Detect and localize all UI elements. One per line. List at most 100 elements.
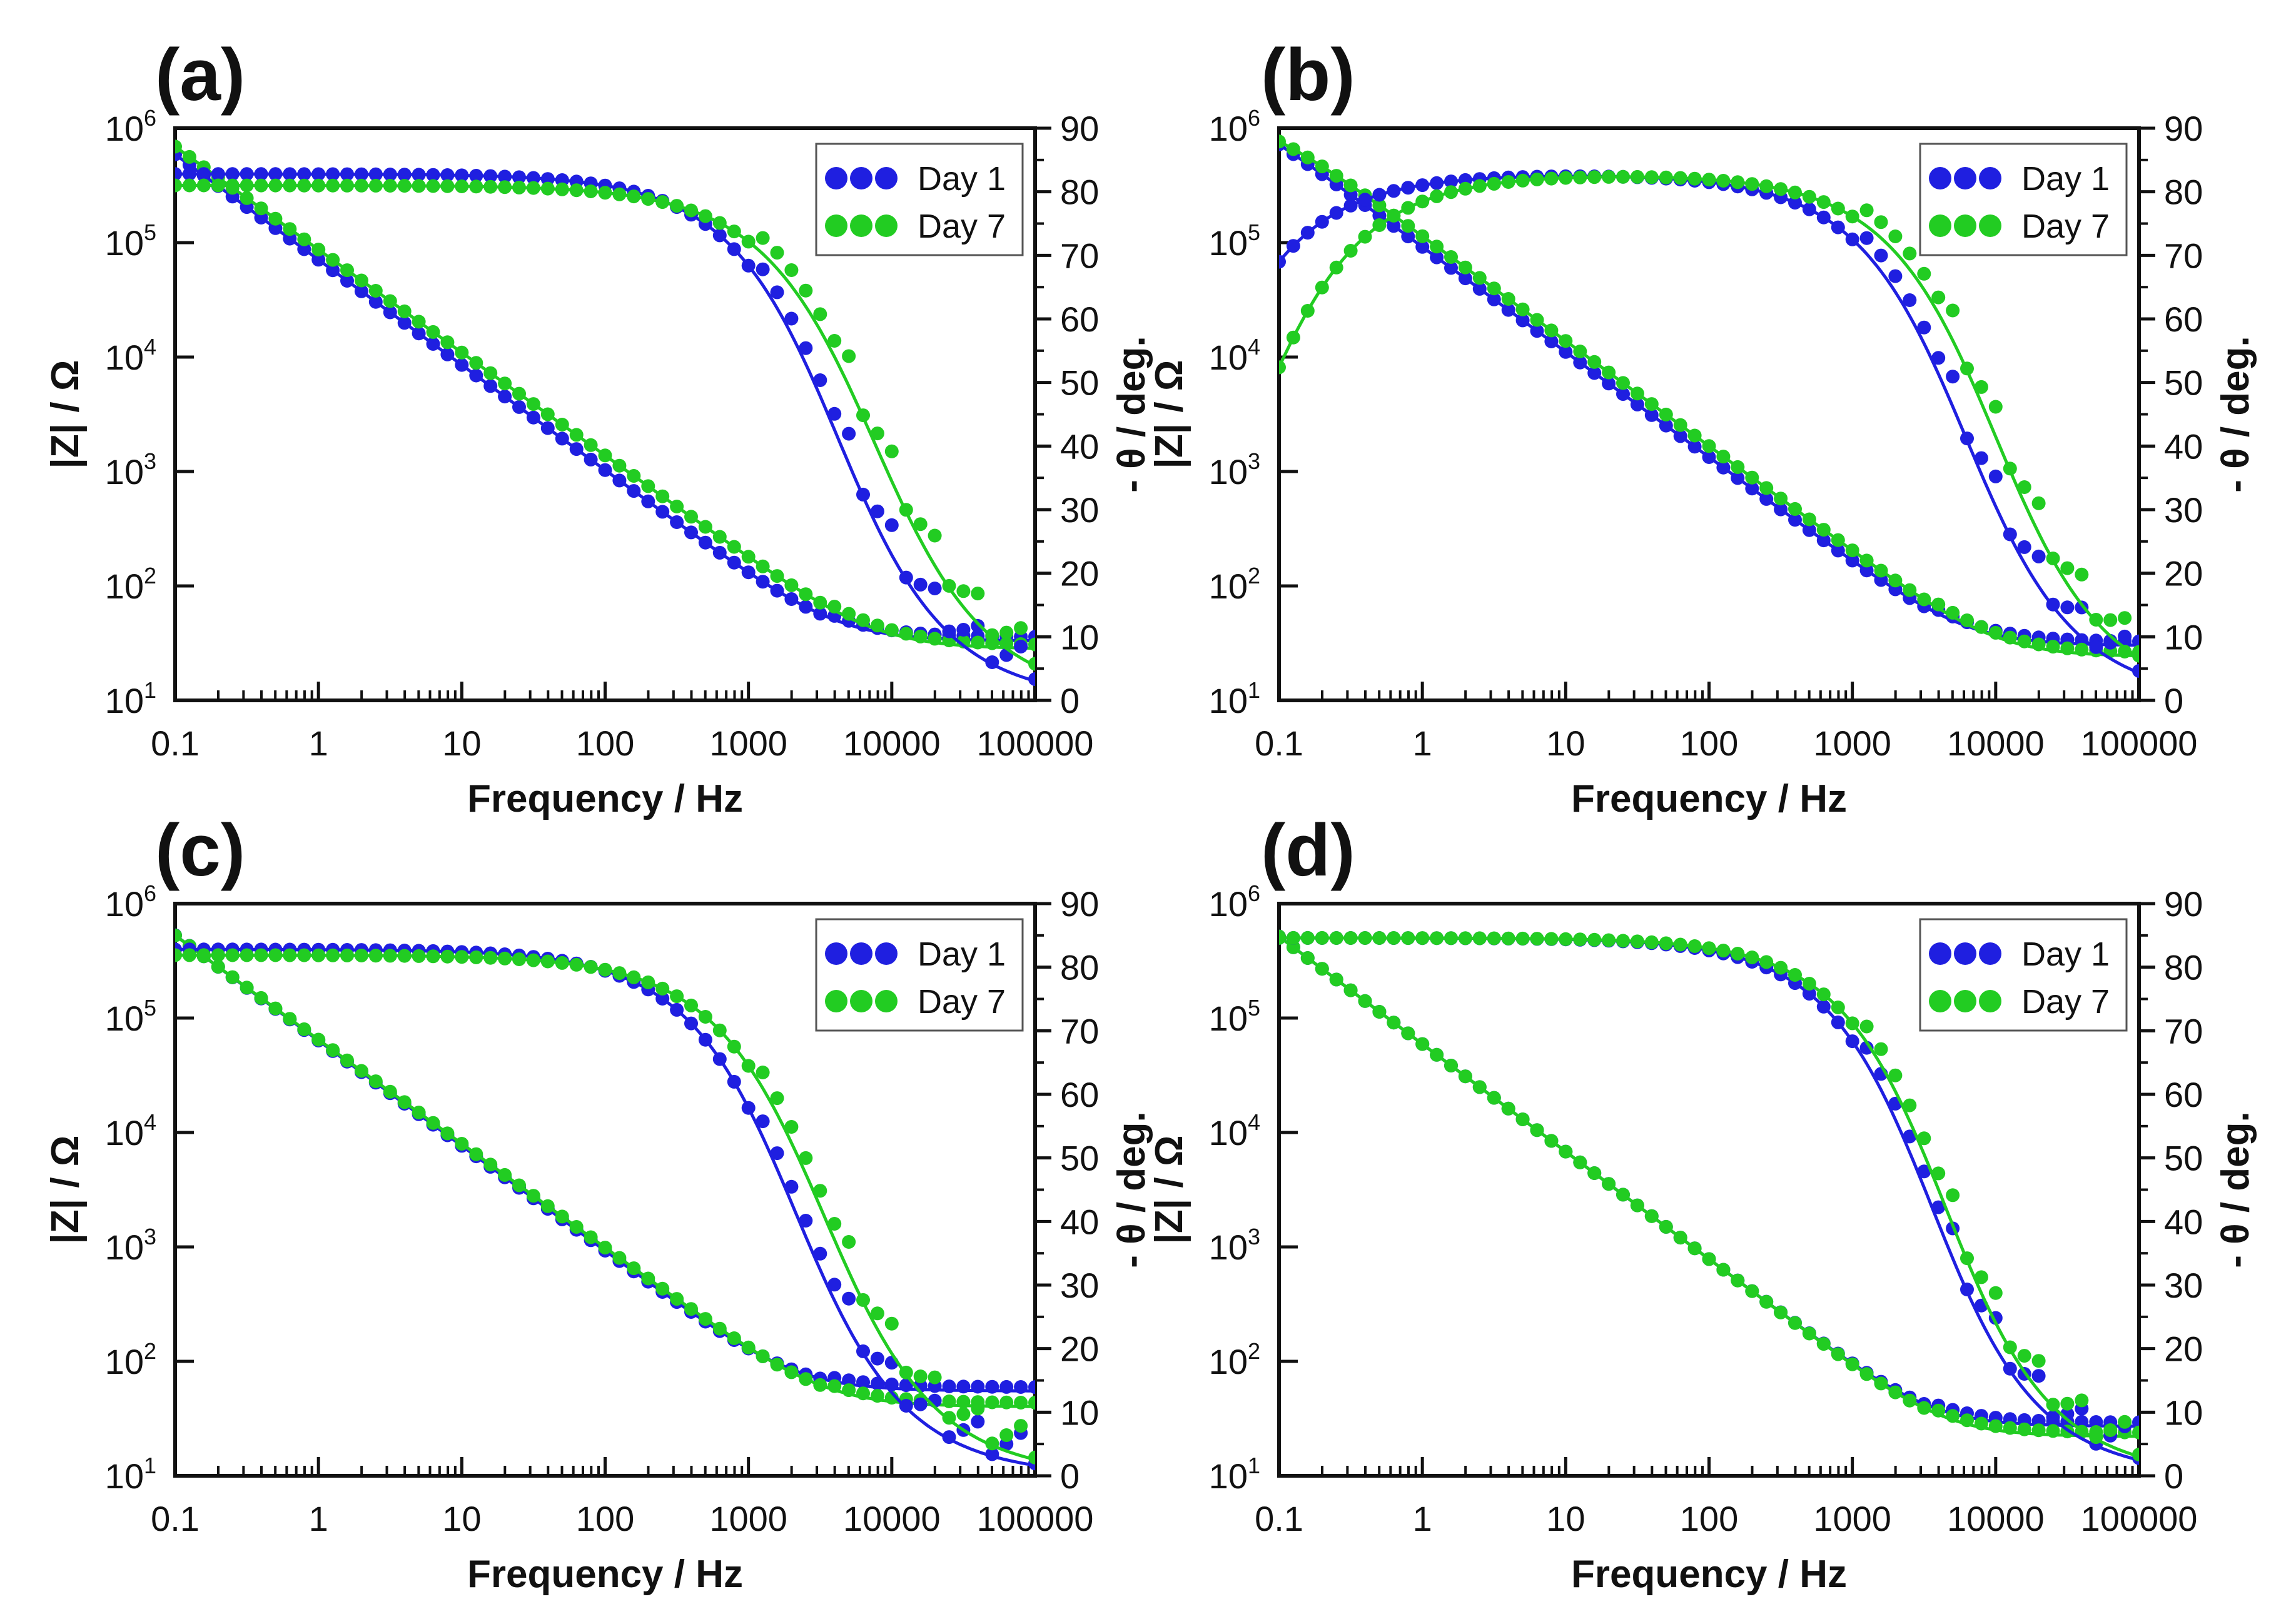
legend-box [815, 143, 1024, 256]
data-point [1659, 1219, 1673, 1234]
data-point [1401, 1026, 1415, 1041]
data-point [971, 1379, 985, 1394]
data-point [1630, 934, 1644, 949]
y-tick-label: 106 [1209, 880, 1260, 924]
data-point [899, 570, 913, 585]
data-point [913, 577, 928, 592]
y2-tick-label: 70 [2164, 236, 2203, 275]
x-tick-label: 10000 [1947, 1499, 2045, 1538]
y-tick-base: 10 [105, 567, 144, 606]
data-point [297, 232, 311, 246]
data-point [368, 167, 383, 181]
data-point [1387, 208, 1401, 223]
data-point [311, 178, 326, 193]
data-point [1315, 214, 1329, 229]
data-point [2132, 648, 2139, 663]
data-point [1458, 271, 1472, 286]
data-point [555, 182, 569, 196]
data-point [999, 1428, 1014, 1442]
data-point [670, 500, 684, 513]
y2-axis-title: - θ / deg. [2214, 336, 2257, 493]
x-tick-label: 1 [1413, 724, 1432, 763]
data-point [741, 1340, 756, 1354]
y2-tick-label: 30 [2164, 490, 2203, 530]
legend-marker [1954, 214, 1976, 237]
data-point [1530, 324, 1544, 338]
y-tick-base: 10 [105, 1456, 144, 1496]
data-point [1702, 1252, 1716, 1266]
data-point [1401, 219, 1415, 233]
data-point [397, 168, 412, 182]
y-tick-base: 10 [105, 681, 144, 720]
y-tick-label: 102 [1209, 1338, 1260, 1381]
data-point [1716, 174, 1731, 188]
data-point [741, 1059, 756, 1073]
data-point [2060, 1396, 2075, 1411]
data-point [1630, 169, 1644, 184]
y-tick-label: 104 [105, 1109, 156, 1152]
data-point [268, 167, 283, 181]
data-point [526, 410, 540, 425]
data-point [870, 426, 884, 441]
y2-tick-label: 50 [2164, 363, 2203, 403]
y-tick-exponent: 1 [144, 1453, 156, 1478]
data-point [856, 1344, 870, 1358]
y-tick-label: 101 [105, 677, 156, 720]
data-point [1917, 1401, 1931, 1415]
data-point [1444, 1059, 1458, 1072]
data-point [1300, 931, 1315, 945]
data-point [2046, 1410, 2060, 1425]
data-point [1816, 533, 1831, 548]
data-point [1687, 1241, 1702, 1256]
data-point [928, 528, 942, 543]
data-point [225, 178, 240, 193]
data-point [1702, 173, 1716, 187]
data-point [1759, 492, 1774, 506]
data-point [368, 295, 383, 309]
data-point [1659, 170, 1673, 184]
data-point [182, 948, 196, 962]
data-point [1888, 1385, 1903, 1400]
data-point [1501, 303, 1515, 317]
data-point [469, 169, 483, 183]
data-point [856, 1375, 870, 1389]
legend-box [815, 918, 1024, 1032]
data-point [469, 950, 483, 964]
legend-marker [1954, 167, 1976, 189]
data-point [612, 473, 627, 488]
data-point [913, 1369, 928, 1383]
x-tick-label: 100000 [2081, 1499, 2198, 1538]
data-point [569, 428, 584, 442]
legend: Day 1 Day 7 [815, 143, 1024, 256]
y2-tick-label: 50 [1060, 363, 1099, 403]
data-point [1487, 281, 1501, 296]
data-point [1401, 181, 1415, 195]
data-point [1874, 215, 1888, 229]
data-point [1816, 195, 1831, 209]
data-point [1802, 987, 1816, 1001]
data-point [1573, 355, 1587, 370]
data-point [1372, 208, 1387, 223]
data-point [1745, 951, 1759, 964]
data-point [498, 180, 512, 194]
data-point [1372, 218, 1387, 232]
x-tick-label: 10 [1546, 1499, 1585, 1538]
legend: Day 1 Day 7 [815, 918, 1024, 1032]
data-point [1587, 1166, 1602, 1180]
data-point [827, 1217, 842, 1231]
data-point [469, 368, 483, 383]
data-point [426, 949, 440, 964]
data-point [211, 167, 225, 181]
data-point [1931, 1166, 1946, 1181]
data-point [971, 1415, 985, 1429]
data-point [1515, 931, 1530, 946]
data-point [1028, 672, 1035, 686]
data-point [1387, 1016, 1401, 1030]
y2-tick-label: 20 [2164, 554, 2203, 593]
data-point [526, 181, 540, 195]
data-point [698, 520, 712, 534]
data-point [469, 1147, 483, 1161]
data-point [426, 337, 440, 351]
data-point [1988, 469, 2003, 483]
legend-marker [1979, 942, 2001, 965]
